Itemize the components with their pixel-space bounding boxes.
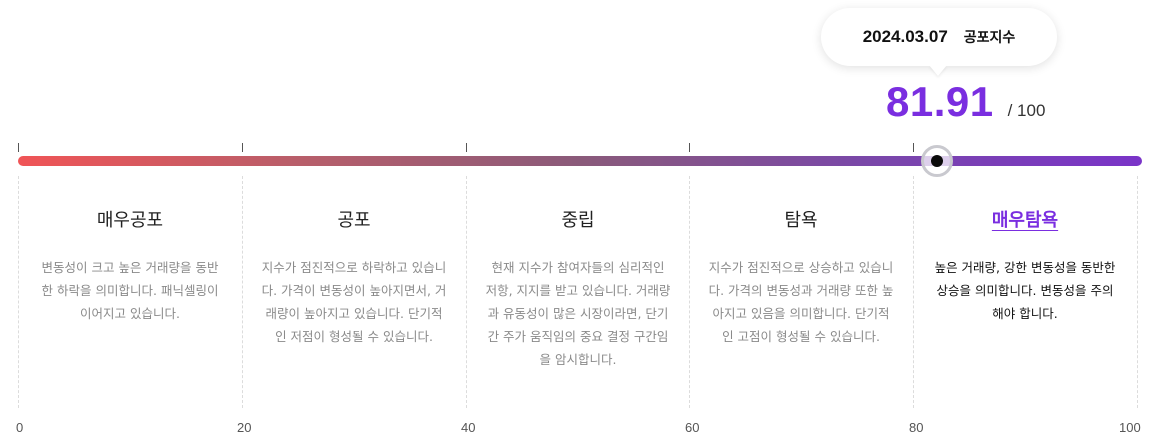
- segment-title: 중립: [561, 210, 595, 231]
- segment-neutral: 중립 현재 지수가 참여자들의 심리적인 저항, 지지를 받고 있습니다. 거래…: [478, 208, 678, 371]
- gauge-marker-ring[interactable]: [921, 145, 953, 177]
- score-value: 81.91: [886, 78, 994, 125]
- segment-description: 높은 거래량, 강한 변동성을 동반한 상승을 의미합니다. 변동성을 주의해야…: [934, 260, 1116, 321]
- scale-label: 20: [237, 420, 252, 435]
- segment-description: 변동성이 크고 높은 거래량을 동반한 하락을 의미합니다. 패닉셀링이 이어지…: [41, 260, 219, 321]
- segment-title-link[interactable]: 매우탐욕: [991, 210, 1059, 231]
- segment-divider: [1137, 176, 1138, 408]
- score-max: / 100: [1007, 101, 1046, 120]
- segment-divider: [18, 176, 19, 408]
- tick-mark: [18, 143, 19, 152]
- segment-extreme-greed[interactable]: 매우탐욕 높은 거래량, 강한 변동성을 동반한 상승을 의미합니다. 변동성을…: [925, 208, 1125, 325]
- segment-fear: 공포 지수가 점진적으로 하락하고 있습니다. 가격이 변동성이 높아지면서, …: [254, 208, 454, 348]
- scale-label: 60: [685, 420, 700, 435]
- date-tooltip: 2024.03.07 공포지수: [821, 8, 1057, 66]
- segment-divider: [242, 176, 243, 408]
- tick-mark: [466, 143, 467, 152]
- segment-description: 지수가 점진적으로 하락하고 있습니다. 가격이 변동성이 높아지면서, 거래량…: [261, 260, 447, 344]
- score-readout: 81.91 / 100: [886, 78, 1045, 126]
- gauge-marker-dot[interactable]: [931, 155, 943, 167]
- scale-label: 100: [1119, 420, 1141, 435]
- segment-extreme-fear: 매우공포 변동성이 크고 높은 거래량을 동반한 하락을 의미합니다. 패닉셀링…: [30, 208, 230, 325]
- tooltip-date: 2024.03.07: [862, 27, 948, 46]
- segment-title: 매우공포: [96, 210, 164, 231]
- tooltip-label: 공포지수: [963, 30, 1016, 46]
- segment-title: 탐욕: [784, 210, 818, 231]
- segment-description: 현재 지수가 참여자들의 심리적인 저항, 지지를 받고 있습니다. 거래량과 …: [485, 260, 671, 367]
- tick-mark: [913, 143, 914, 152]
- segment-greed: 탐욕 지수가 점진적으로 상승하고 있습니다. 가격의 변동성과 거래량 또한 …: [701, 208, 901, 348]
- segment-divider: [466, 176, 467, 408]
- scale-label: 40: [461, 420, 476, 435]
- scale-label: 80: [909, 420, 924, 435]
- tick-mark: [689, 143, 690, 152]
- scale-label: 0: [16, 420, 24, 435]
- segment-divider: [913, 176, 914, 408]
- fear-greed-gauge-bar: [18, 156, 1142, 166]
- segment-title: 공포: [337, 210, 371, 231]
- segment-description: 지수가 점진적으로 상승하고 있습니다. 가격의 변동성과 거래량 또한 높아지…: [708, 260, 894, 344]
- segment-divider: [689, 176, 690, 408]
- tick-mark: [242, 143, 243, 152]
